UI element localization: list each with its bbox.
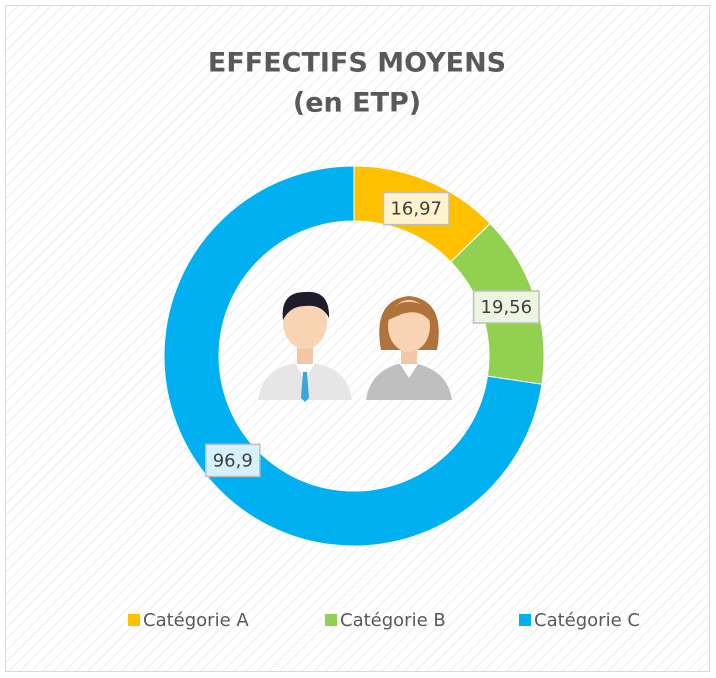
chart-title: (en ETP) [293, 88, 421, 119]
legend-label: Catégorie C [534, 610, 640, 631]
data-label: 96,9 [213, 450, 253, 471]
chart-title: EFFECTIFS MOYENS [208, 48, 506, 79]
legend-swatch [325, 614, 337, 626]
page: {"chart_data": {"type": "donut", "title"… [0, 0, 716, 678]
data-label: 19,56 [481, 297, 533, 318]
legend: Catégorie A Catégorie B Catégorie C [128, 610, 640, 631]
legend-swatch [128, 614, 140, 626]
legend-swatch [519, 614, 531, 626]
chart: EFFECTIFS MOYENS (en ETP) 16,97 19,56 96,9… [0, 0, 716, 678]
legend-label: Catégorie B [340, 610, 446, 631]
data-label: 16,97 [390, 199, 442, 220]
legend-label: Catégorie A [143, 610, 249, 631]
